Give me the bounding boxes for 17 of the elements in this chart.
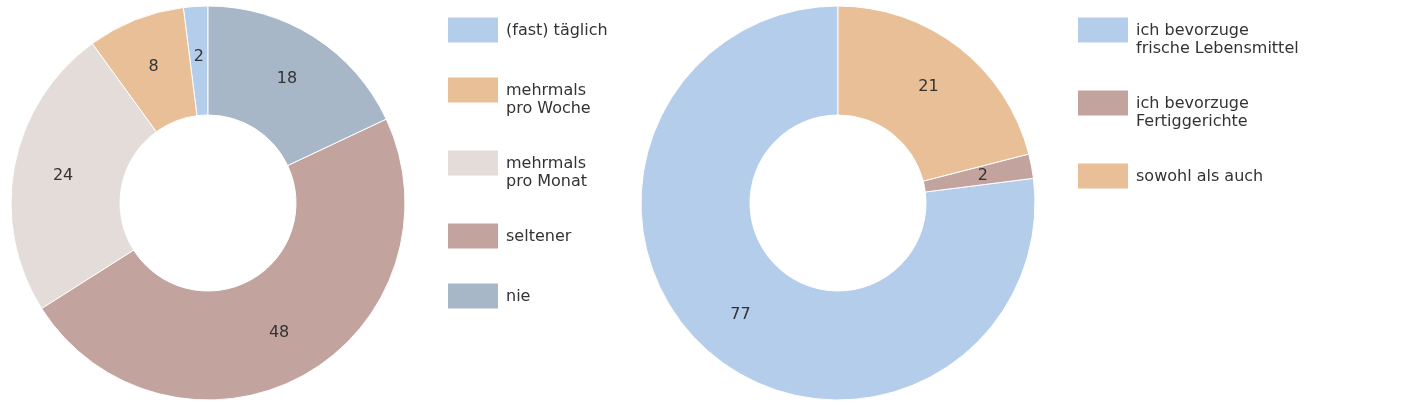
legend-label: seltener bbox=[506, 226, 572, 245]
legend-label: ich bevorzuge frische Lebensmittel bbox=[1136, 20, 1299, 57]
legend-label: sowohl als auch bbox=[1136, 166, 1264, 185]
data-label: 8 bbox=[148, 55, 159, 75]
legend-label: (fast) täglich bbox=[506, 20, 608, 39]
legend-label: ich bevorzuge Fertiggerichte bbox=[1136, 93, 1249, 130]
legend-label: nie bbox=[506, 286, 531, 305]
donut-slice bbox=[640, 5, 1036, 401]
data-label: 21 bbox=[918, 76, 939, 96]
data-label: 18 bbox=[276, 68, 298, 88]
legend-label: mehrmals pro Woche bbox=[506, 80, 591, 117]
data-label: 2 bbox=[193, 45, 204, 65]
legend-label: mehrmals pro Monat bbox=[506, 153, 588, 190]
data-label: 24 bbox=[52, 165, 74, 185]
data-label: 77 bbox=[730, 303, 751, 323]
data-label: 2 bbox=[977, 165, 988, 185]
data-label: 48 bbox=[268, 322, 290, 342]
